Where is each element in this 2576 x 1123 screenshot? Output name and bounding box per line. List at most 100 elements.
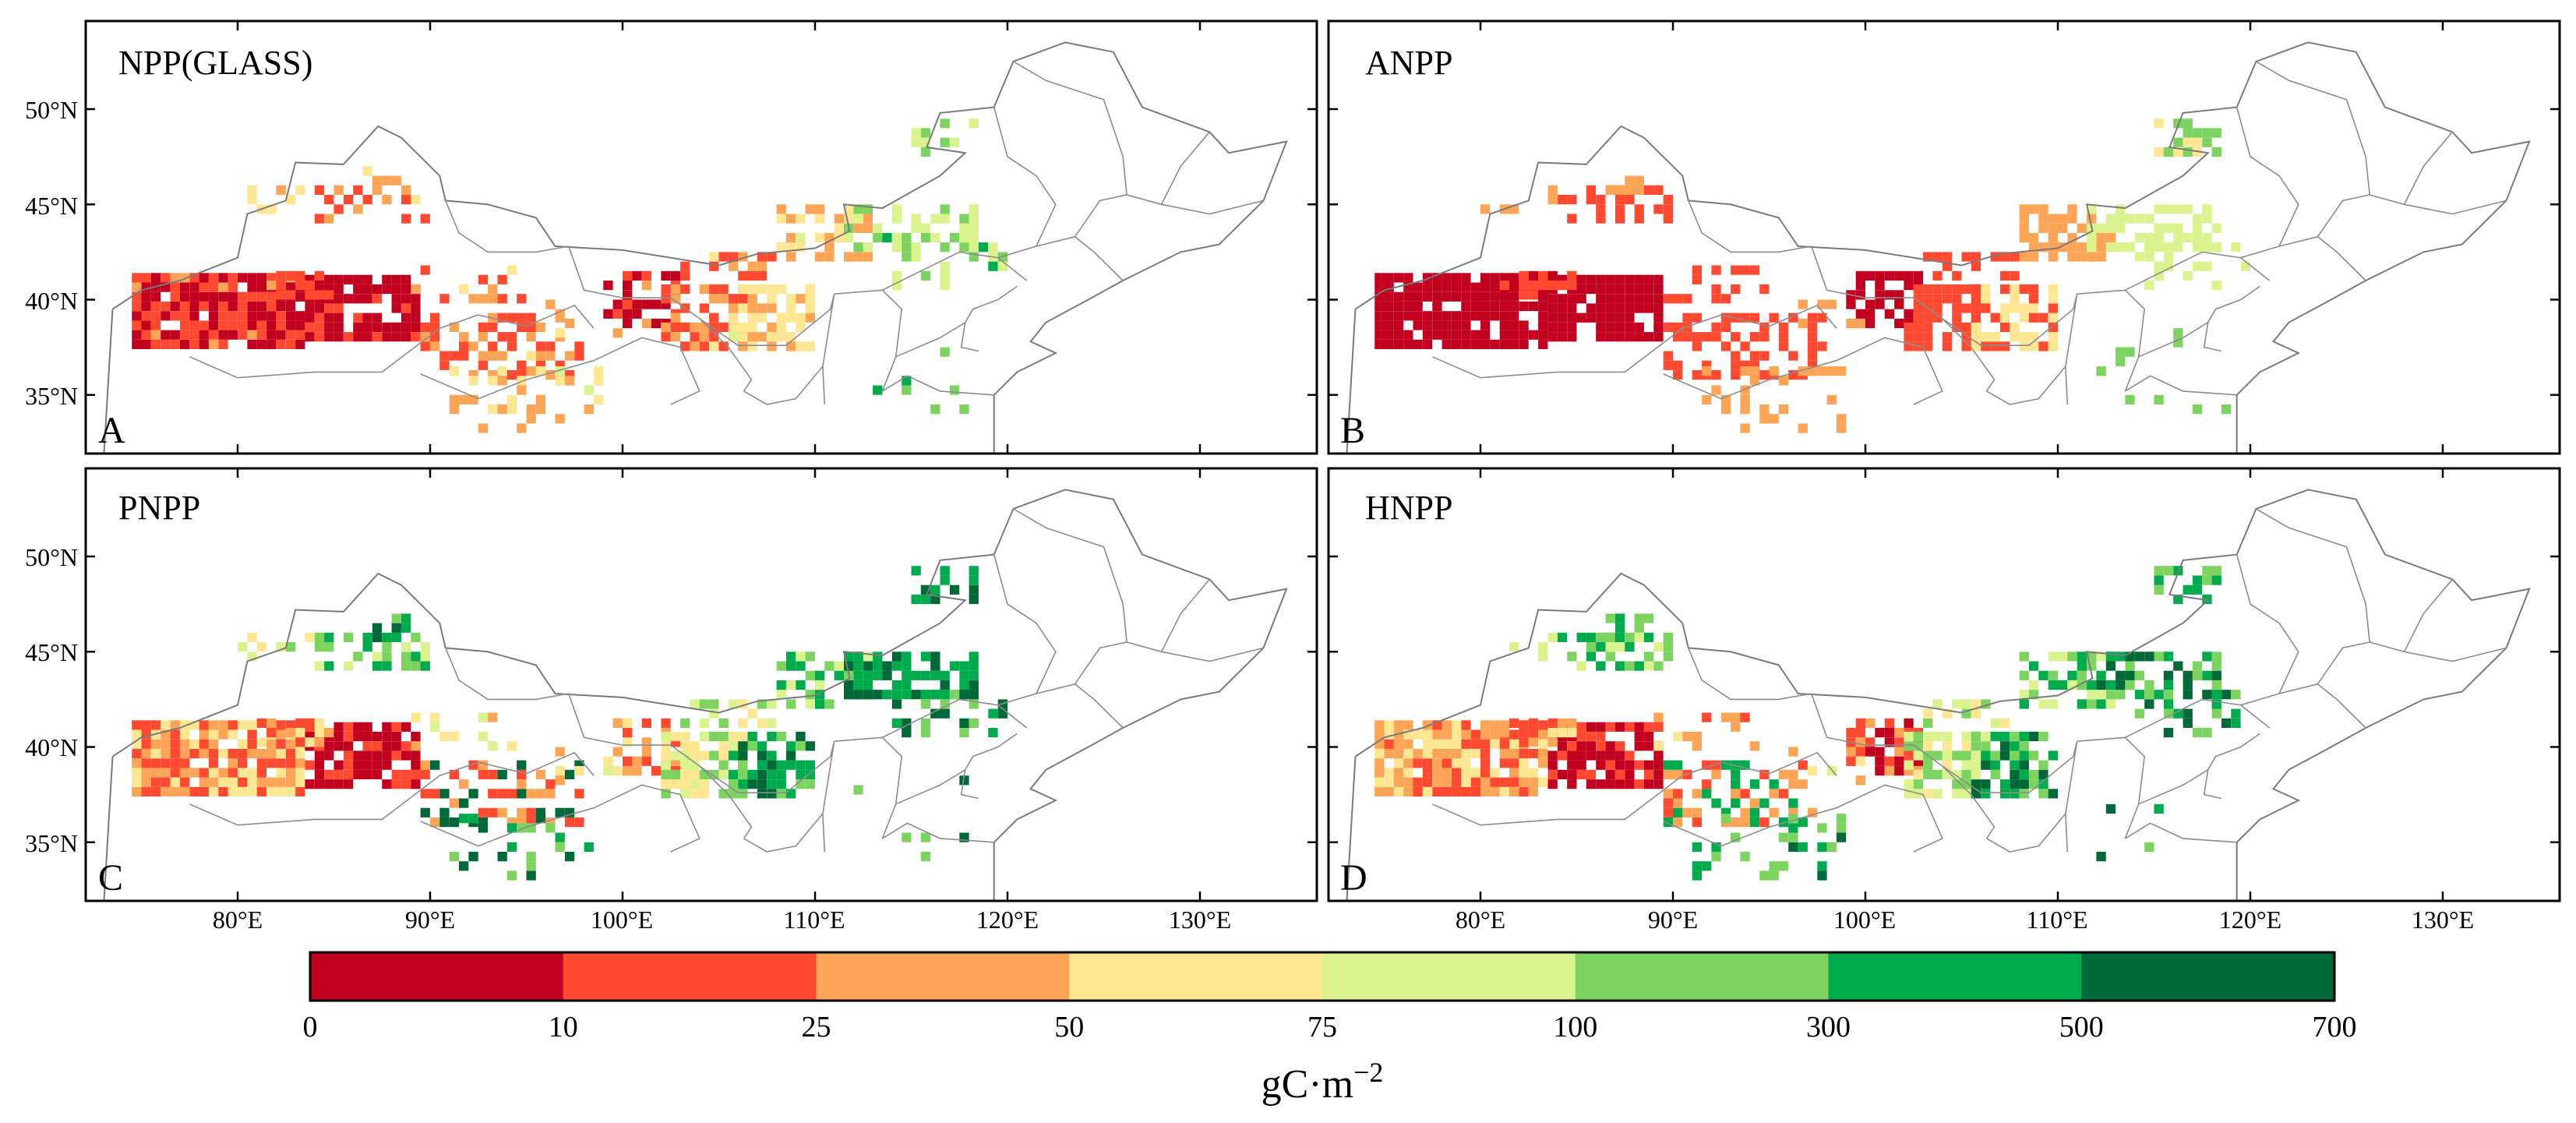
npp-cell (1923, 332, 1933, 342)
npp-cell (2125, 242, 2135, 252)
npp-cell (179, 729, 190, 740)
npp-cell (2048, 294, 2058, 304)
npp-cell (891, 270, 902, 281)
npp-cell (497, 807, 507, 818)
province-boundary (1431, 304, 1837, 379)
npp-cell (401, 313, 411, 323)
npp-cell (208, 786, 219, 796)
npp-cell (661, 750, 671, 761)
npp-cell (2173, 708, 2183, 719)
npp-cell (238, 739, 248, 749)
npp-cell (1432, 758, 1442, 768)
npp-cell (1731, 351, 1741, 361)
npp-cell (940, 137, 950, 147)
npp-cell (1749, 366, 1760, 376)
npp-cell (1971, 261, 1981, 271)
npp-cell (449, 769, 459, 779)
npp-cell (796, 652, 806, 662)
npp-cell (1442, 720, 1452, 730)
npp-cell (1778, 818, 1789, 828)
npp-cell (314, 779, 325, 789)
npp-cell (161, 768, 171, 778)
npp-cell (1567, 750, 1577, 761)
npp-cell (2087, 661, 2097, 671)
npp-cell (1798, 818, 1808, 828)
npp-cell (362, 632, 372, 642)
province-boundary (2317, 194, 2507, 238)
npp-cell (1422, 291, 1433, 302)
province-boundary (2138, 768, 2222, 805)
npp-cell (238, 311, 248, 321)
npp-cell (2192, 242, 2203, 252)
npp-cell (785, 232, 796, 243)
province-boundary (2207, 733, 2260, 771)
npp-cell (2105, 690, 2116, 700)
npp-cell (2211, 223, 2221, 233)
npp-cell (1923, 313, 1933, 323)
npp-cell (661, 284, 671, 295)
npp-cell (362, 313, 372, 323)
npp-cell (796, 661, 806, 671)
npp-cell (488, 741, 498, 751)
npp-cell (1999, 731, 2010, 742)
npp-cell (420, 760, 430, 770)
npp-cell (1499, 728, 1509, 738)
npp-cell (1932, 284, 1943, 295)
npp-cell (1923, 341, 1933, 351)
npp-cell (1480, 729, 1491, 740)
npp-cell (1614, 284, 1625, 295)
npp-cell (805, 699, 815, 709)
npp-cell (382, 760, 392, 770)
npp-cell (661, 332, 671, 342)
npp-cell (959, 661, 969, 671)
npp-cell (690, 750, 700, 761)
npp-cell (699, 731, 710, 742)
npp-cell (1788, 747, 1798, 757)
npp-cell (1596, 731, 1606, 742)
npp-cell (709, 261, 719, 271)
npp-cell (1586, 313, 1597, 323)
npp-cell (1470, 301, 1480, 312)
npp-cell (785, 699, 796, 709)
npp-cell (228, 768, 238, 778)
npp-cell (411, 284, 421, 295)
npp-cell (959, 242, 969, 252)
npp-cell (1778, 322, 1789, 332)
npp-cell (2038, 731, 2048, 742)
npp-cell (1740, 404, 1750, 415)
npp-cell (776, 242, 786, 252)
npp-cell (1798, 366, 1808, 376)
npp-cell (940, 575, 950, 585)
npp-cell (2010, 769, 2020, 779)
npp-cell (439, 294, 450, 304)
npp-cell (940, 281, 950, 291)
country-boundary (111, 489, 1288, 843)
npp-cell (305, 322, 315, 332)
colorbar-cell (563, 952, 817, 1001)
npp-cell (1374, 282, 1385, 292)
npp-cell (2202, 204, 2212, 214)
npp-cell (2125, 394, 2135, 404)
npp-cell (170, 758, 180, 768)
npp-cell (2019, 760, 2029, 770)
npp-cell (170, 729, 180, 740)
npp-cell (314, 737, 325, 747)
npp-cell (2192, 670, 2203, 680)
npp-cell (2105, 242, 2116, 252)
npp-cell (2019, 769, 2029, 779)
npp-cell (333, 185, 344, 195)
province-boundary (2125, 251, 2271, 291)
npp-cell (1519, 290, 1529, 300)
npp-cell (1663, 769, 1673, 779)
npp-cell (324, 195, 334, 205)
npp-cell (526, 351, 536, 361)
npp-cell (891, 204, 902, 214)
npp-cell (276, 768, 286, 778)
panel-b-title: ANPP (1365, 44, 1453, 82)
npp-cell (497, 769, 507, 779)
npp-cell (535, 322, 546, 332)
npp-cell (2163, 699, 2174, 709)
npp-cell (959, 404, 969, 415)
npp-cell (1461, 282, 1471, 292)
panel-c-map (103, 489, 1288, 901)
